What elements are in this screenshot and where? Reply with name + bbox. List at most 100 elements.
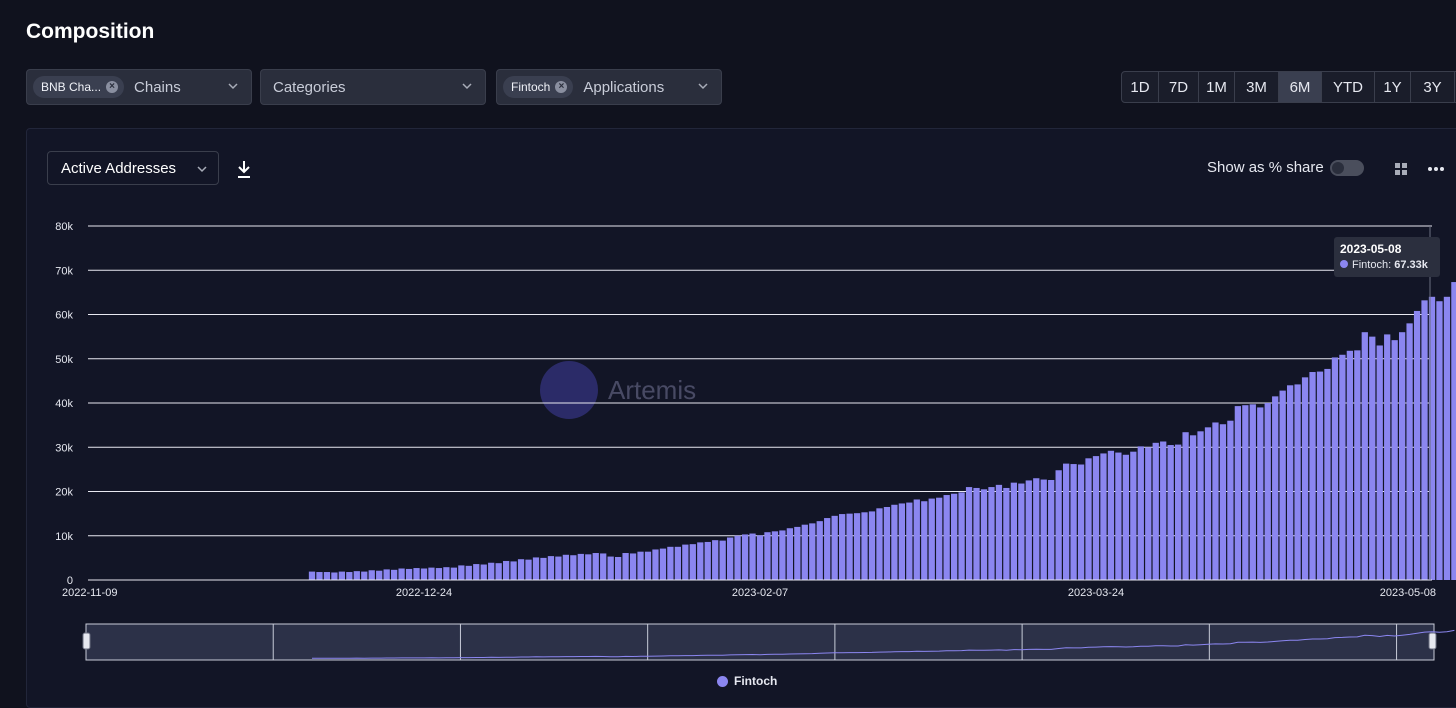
bar [1428,296,1436,580]
chain-chip-label: BNB Cha... [41,80,102,94]
bar [1234,406,1241,580]
bar [1436,301,1443,580]
bar [980,489,988,580]
bar [816,521,823,580]
bar [1339,354,1346,580]
bar [532,557,540,580]
y-tick-label: 40k [55,398,73,410]
range-button-1y[interactable]: 1Y [1375,72,1411,102]
range-button-1d[interactable]: 1D [1122,72,1159,102]
bar [1010,482,1017,580]
bar [353,571,360,580]
bar [570,555,577,580]
range-button-3m[interactable]: 3M [1235,72,1279,102]
bar [898,503,905,580]
bar [809,523,816,580]
bar [1257,407,1264,580]
applications-filter[interactable]: Fintoch × Applications [496,69,722,105]
more-options-icon[interactable] [1427,166,1445,172]
bar [398,568,405,580]
bar [839,514,846,580]
bar [368,570,375,580]
remove-application-icon[interactable]: × [555,81,568,93]
bar [323,572,331,580]
bar [577,553,584,580]
share-toggle[interactable] [1330,160,1364,176]
bar [1189,435,1197,580]
bar [883,506,891,580]
bar [346,572,353,580]
x-tick-label: 2023-03-24 [1068,587,1124,599]
range-navigator[interactable] [82,623,1455,661]
bar [1242,405,1249,580]
bar [585,554,592,580]
download-icon[interactable] [235,159,253,179]
bar [995,484,1003,580]
bar [1033,478,1040,580]
chevron-down-icon [228,83,238,90]
bar [1167,445,1174,580]
tooltip-value: 67.33k [1394,259,1428,271]
bar [1309,372,1316,580]
bar [734,535,741,580]
bar [682,544,689,580]
bar [1287,385,1294,580]
metric-select-label: Active Addresses [61,159,177,177]
bar [1354,350,1361,580]
bar [1376,345,1383,580]
bar [764,532,771,580]
remove-chain-icon[interactable]: × [106,81,119,93]
tooltip-value-row: Fintoch: 67.33k [1340,259,1434,271]
grid-view-icon[interactable] [1395,163,1407,175]
chains-filter[interactable]: BNB Cha... × Chains [26,69,252,105]
page-title: Composition [26,20,155,43]
bar [495,563,502,580]
bar [1294,384,1301,580]
bar [331,572,338,580]
bar [853,513,861,580]
range-button-1m[interactable]: 1M [1199,72,1235,102]
y-tick-label: 50k [55,354,73,366]
bar [697,542,704,580]
bar [1264,403,1271,580]
bar [450,567,457,580]
chart-legend[interactable]: Fintoch [717,674,777,688]
bar [308,571,316,580]
chevron-down-icon [462,83,472,90]
tooltip-date: 2023-05-08 [1340,242,1402,256]
bar [488,562,495,580]
bar [1115,452,1122,580]
range-button-7d[interactable]: 7D [1159,72,1199,102]
bar [988,487,995,580]
bar [1301,377,1309,580]
bar [749,533,756,580]
range-button-6m[interactable]: 6M [1279,72,1322,102]
tooltip-series: Fintoch: [1352,259,1392,271]
categories-filter[interactable]: Categories [260,69,486,105]
range-button-ytd[interactable]: YTD [1322,72,1375,102]
bar [1413,310,1421,580]
y-tick-label: 80k [55,221,73,233]
bar [405,568,413,580]
bar [1346,350,1353,580]
navigator-left-handle[interactable] [82,632,91,650]
bar [383,569,390,580]
bar [943,495,950,580]
bar [1369,336,1376,581]
artemis-watermark: Artemis [540,361,696,419]
bar [1182,432,1189,580]
range-button-3y[interactable]: 3Y [1411,72,1455,102]
bar [1145,447,1152,580]
bar [480,564,487,580]
bar [1421,300,1428,580]
bar [1055,470,1062,580]
metric-select[interactable]: Active Addresses [47,151,219,185]
bar [1212,422,1219,580]
bar [1003,487,1010,580]
bar [973,487,980,580]
bar [779,530,786,580]
navigator-right-handle[interactable] [1428,632,1437,650]
bar [1227,420,1234,580]
bar [420,568,428,580]
